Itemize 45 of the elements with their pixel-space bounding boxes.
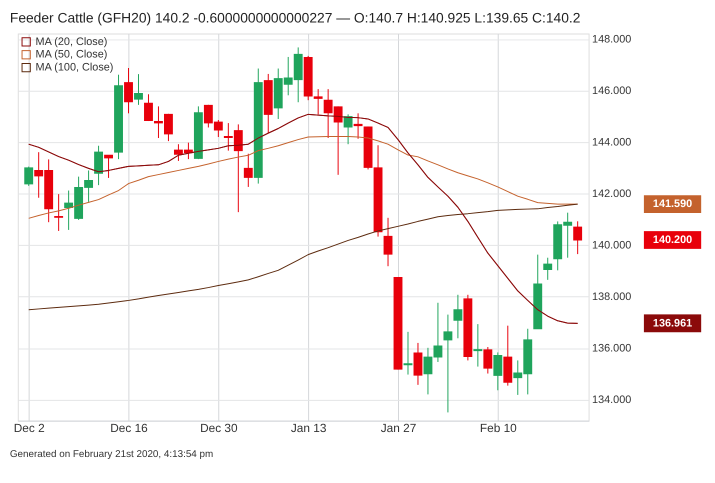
candlestick [493,352,502,391]
candlestick [104,154,113,178]
y-tick-label: 144.000 [592,136,632,149]
candlestick [244,153,253,188]
candlestick [344,114,353,145]
y-tick-label: 142.000 [592,188,632,200]
x-tick-label: Dec 30 [200,421,238,435]
legend-label: MA (20, Close) [36,36,108,48]
y-tick-label: 134.000 [592,394,632,406]
candlestick [543,257,552,280]
line-series [28,204,578,310]
candlestick [473,324,482,368]
candlestick [453,294,462,339]
candlestick [94,145,104,186]
y-tick-label: 146.000 [592,85,632,98]
candlestick [314,88,323,115]
chart-title: Feeder Cattle (GFH20) 140.2 -0.6000000000000227 — O:140.7 H:140.925 L:139.65 C:140.2 [10,9,580,26]
candlestick [354,112,363,140]
candlestick [573,220,582,255]
y-tick-label: 148.000 [592,34,632,46]
candlestick [24,166,34,186]
candlestick [124,68,133,114]
x-tick-label: Dec 16 [110,421,148,435]
candlestick [134,74,143,106]
x-tick-label: Jan 13 [290,421,327,435]
x-tick-label: Dec 2 [14,421,45,435]
candlestick [414,342,422,386]
candlestick [483,346,492,374]
candlestick [443,314,452,413]
legend-label: MA (100, Close) [36,62,114,74]
y-tick-label: 138.000 [592,291,632,304]
candlestick [54,194,64,232]
candlestick [384,217,392,267]
line-series [28,136,578,219]
x-tick-label: Feb 10 [480,421,518,435]
candlestick [404,331,412,376]
text: 136.961 [652,317,692,330]
text: 141.590 [652,198,692,210]
legend-label: MA (50, Close) [36,48,108,61]
x-tick-label: Jan 27 [380,421,416,435]
text: 140.200 [652,234,692,246]
candlestick [144,94,153,122]
y-tick-label: 136.000 [592,342,632,355]
y-tick-label: 140.000 [592,240,632,252]
text: Generated on February 21st 2020, 4:13:54 pm [10,449,214,460]
